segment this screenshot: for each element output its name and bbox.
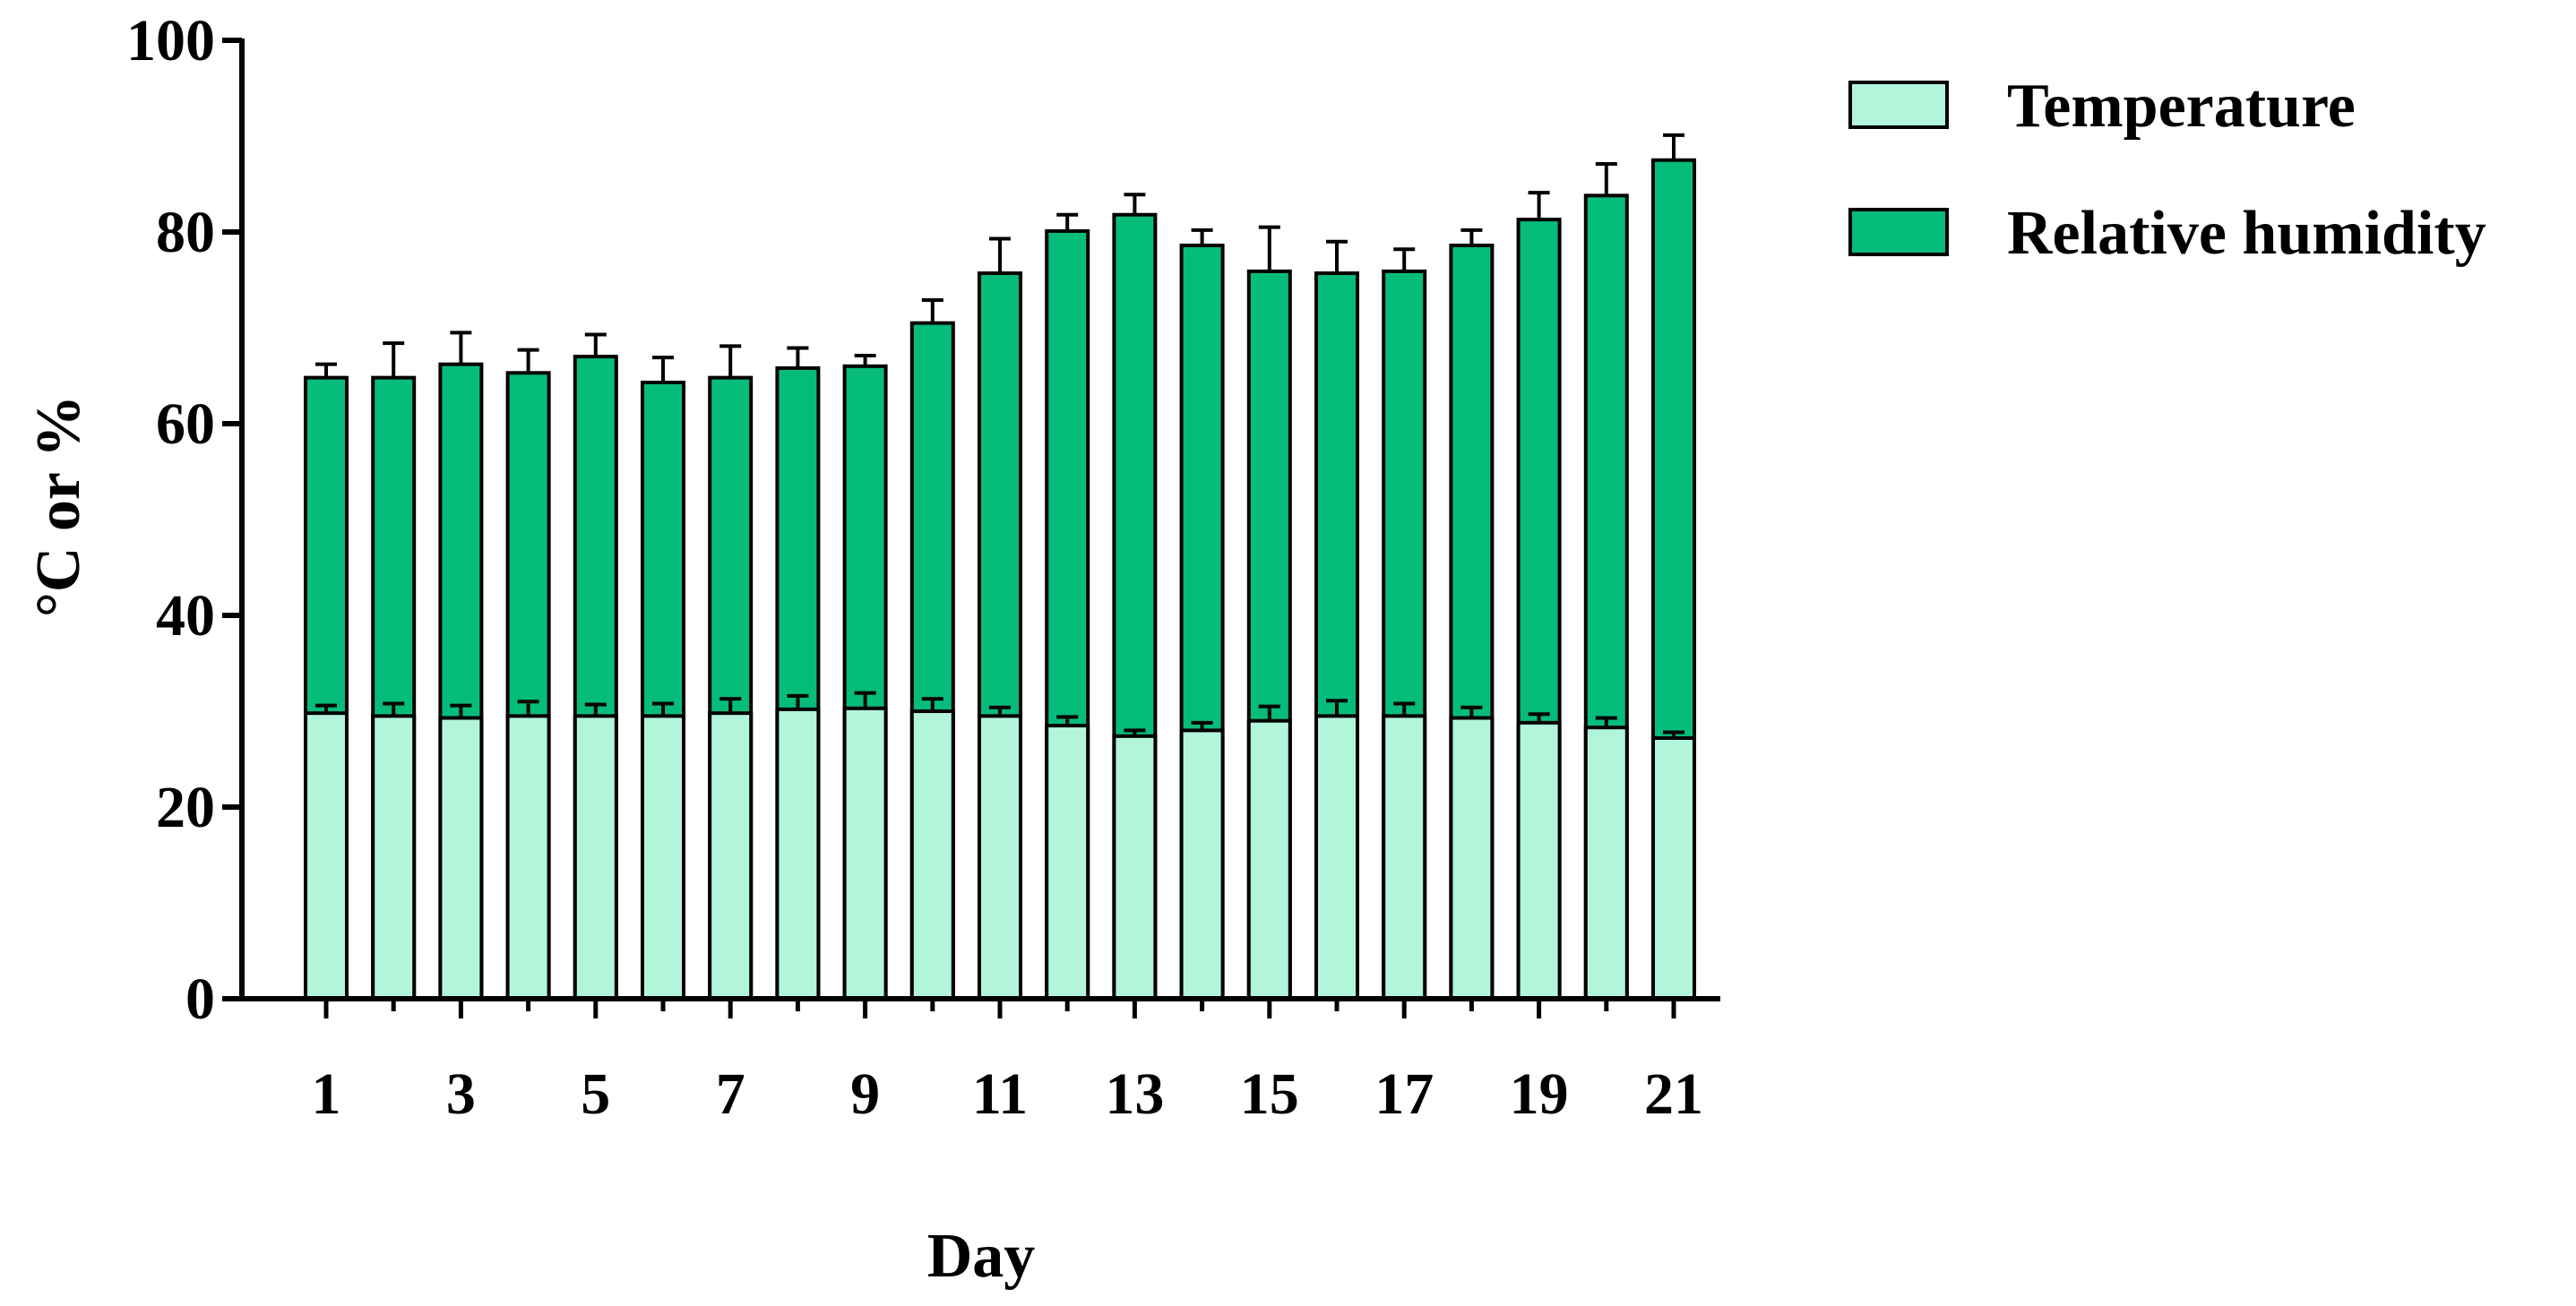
- temperature-error-bar-day-15: [1258, 704, 1280, 721]
- humidity-error-bar-day-4: [517, 348, 539, 374]
- humidity-error-bar-day-8: [787, 346, 809, 368]
- temperature-error-bar-day-6: [652, 701, 674, 717]
- humidity-error-bar-day-18: [1460, 228, 1483, 245]
- temperature-bar-day-1: [304, 711, 349, 1001]
- temperature-error-bar-day-12: [1056, 715, 1079, 726]
- legend-swatch-relative-humidity: [1848, 208, 1949, 256]
- y-tick-label-60: 60: [156, 391, 215, 457]
- temperature-error-bar-day-1: [315, 703, 337, 714]
- temperature-bar-day-17: [1382, 714, 1427, 1001]
- temperature-bar-day-12: [1045, 724, 1090, 1001]
- humidity-error-bar-day-15: [1258, 225, 1280, 271]
- humidity-error-bar-day-20: [1595, 162, 1617, 196]
- temperature-error-bar-day-17: [1393, 701, 1416, 717]
- temperature-error-bar-day-13: [1124, 728, 1146, 736]
- x-tick-label-9: 9: [850, 1061, 880, 1127]
- temperature-bar-day-3: [438, 716, 484, 1001]
- x-tick-label-17: 17: [1374, 1061, 1434, 1127]
- x-tick-label-3: 3: [446, 1061, 476, 1127]
- temperature-bar-day-21: [1651, 735, 1696, 1001]
- temperature-bar-day-15: [1246, 718, 1292, 1001]
- x-tick-label-15: 15: [1240, 1061, 1299, 1127]
- temperature-bar-day-13: [1112, 734, 1158, 1001]
- x-tick-label-1: 1: [312, 1061, 341, 1127]
- temperature-bar-day-7: [708, 711, 754, 1001]
- temperature-bar-day-11: [978, 714, 1022, 1001]
- temperature-error-bar-day-21: [1663, 730, 1684, 738]
- humidity-error-bar-day-16: [1326, 239, 1348, 274]
- temperature-error-bar-day-10: [921, 697, 943, 711]
- x-tick-label-11: 11: [972, 1061, 1028, 1127]
- humidity-error-bar-day-13: [1124, 193, 1146, 215]
- temperature-error-bar-day-11: [989, 705, 1011, 717]
- temperature-error-bar-day-5: [584, 702, 607, 717]
- humidity-error-bar-day-21: [1663, 133, 1684, 160]
- y-tick-label-100: 100: [126, 8, 215, 73]
- y-tick-label-40: 40: [156, 583, 215, 649]
- temperature-error-bar-day-8: [787, 693, 809, 709]
- temperature-bar-day-5: [573, 714, 618, 1001]
- temperature-bar-day-16: [1314, 714, 1359, 1001]
- temperature-error-bar-day-2: [383, 701, 405, 717]
- humidity-error-bar-day-17: [1393, 247, 1416, 271]
- x-axis-title: Day: [927, 1222, 1036, 1291]
- humidity-error-bar-day-6: [652, 356, 674, 382]
- temperature-error-bar-day-16: [1326, 699, 1348, 717]
- temperature-bar-day-18: [1449, 716, 1495, 1001]
- y-tick-label-0: 0: [185, 967, 215, 1032]
- temperature-bar-day-19: [1516, 720, 1562, 1001]
- temperature-error-bar-day-3: [450, 703, 472, 718]
- x-tick-label-21: 21: [1644, 1061, 1703, 1127]
- temperature-bars: [304, 706, 1696, 1001]
- x-tick-label-19: 19: [1510, 1061, 1569, 1127]
- humidity-error-bar-day-10: [921, 297, 943, 323]
- temperature-error-bar-day-7: [719, 697, 742, 714]
- error-bars: [315, 133, 1684, 738]
- humidity-error-bar-day-9: [854, 354, 876, 366]
- humidity-error-bar-day-19: [1528, 191, 1550, 220]
- temperature-bar-day-8: [775, 707, 821, 1001]
- humidity-error-bar-day-11: [989, 236, 1011, 274]
- temperature-error-bar-day-20: [1595, 716, 1617, 728]
- humidity-error-bar-day-2: [383, 341, 405, 378]
- y-tick-label-20: 20: [156, 775, 215, 840]
- temperature-bar-day-6: [641, 714, 685, 1001]
- temperature-bar-day-20: [1583, 726, 1629, 1001]
- temperature-bar-day-9: [842, 706, 888, 1001]
- humidity-error-bar-day-12: [1056, 212, 1079, 231]
- humidity-error-bar-day-7: [719, 344, 742, 378]
- temperature-bar-day-14: [1179, 728, 1225, 1001]
- legend-swatch-temperature: [1848, 81, 1949, 129]
- x-tick-label-7: 7: [716, 1061, 745, 1127]
- x-tick-label-13: 13: [1105, 1061, 1164, 1127]
- humidity-error-bar-day-5: [584, 332, 607, 357]
- legend-label-temperature: Temperature: [2007, 72, 2356, 141]
- y-tick-label-80: 80: [156, 200, 215, 265]
- temperature-bar-day-10: [909, 709, 955, 1001]
- x-tick-label-5: 5: [581, 1061, 610, 1127]
- temperature-error-bar-day-19: [1528, 712, 1550, 723]
- humidity-error-bar-day-1: [315, 362, 337, 378]
- legend-label-relative-humidity: Relative humidity: [2007, 199, 2486, 268]
- temperature-error-bar-day-14: [1191, 720, 1213, 731]
- humidity-error-bar-day-14: [1191, 228, 1213, 245]
- temperature-bar-day-4: [505, 714, 551, 1001]
- legend: Temperature Relative humidity: [1848, 72, 2486, 268]
- humidity-error-bar-day-3: [450, 331, 472, 365]
- temperature-error-bar-day-9: [854, 691, 876, 709]
- temperature-error-bar-day-18: [1460, 705, 1483, 718]
- y-axis-title: °C or %: [24, 395, 93, 617]
- temperature-bar-day-2: [371, 714, 417, 1001]
- temperature-error-bar-day-4: [517, 700, 539, 717]
